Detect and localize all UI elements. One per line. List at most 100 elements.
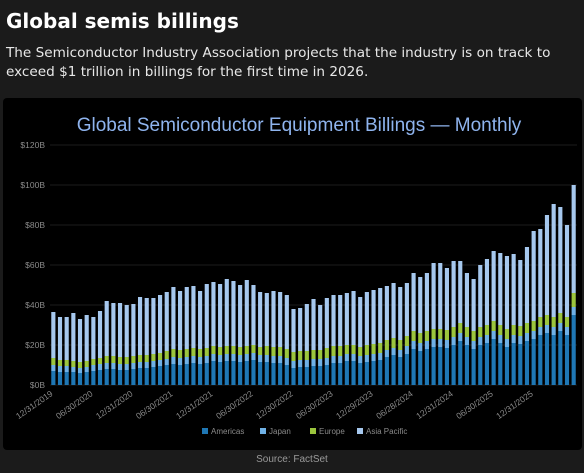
bar-asia-pacific	[531, 231, 536, 321]
legend-label: Asia Pacific	[366, 427, 407, 436]
x-tick-label: 12/31/2020	[94, 388, 135, 421]
bar-asia-pacific	[564, 225, 570, 317]
bar-japan	[511, 335, 516, 343]
bar-japan	[291, 361, 296, 368]
bar-europe	[244, 346, 249, 354]
bar-americas	[544, 333, 550, 385]
x-tick-label: 06/30/2025	[454, 388, 495, 421]
bar-europe	[331, 346, 336, 356]
bar-asia-pacific	[404, 283, 409, 336]
bar-japan	[104, 363, 109, 369]
bar-asia-pacific	[391, 283, 396, 338]
bar-asia-pacific	[491, 251, 496, 321]
bar-europe	[344, 345, 349, 354]
bar-asia-pacific	[278, 292, 283, 347]
bar-americas	[338, 363, 343, 385]
bar-asia-pacific	[571, 185, 576, 293]
bar-americas	[464, 345, 469, 385]
bar-europe	[558, 313, 563, 323]
y-axis: $0B $20B $40B $60B $80B $100B $120B	[20, 140, 45, 390]
bar-americas	[137, 368, 143, 385]
bar-americas	[351, 361, 356, 385]
bar-japan	[311, 359, 316, 366]
bar-japan	[438, 339, 443, 347]
source-note: Source: FactSet	[256, 454, 328, 465]
bar-europe	[198, 349, 203, 357]
bar-europe	[471, 331, 476, 341]
bar-japan	[57, 366, 63, 372]
bar-japan	[84, 367, 89, 372]
bar-americas	[84, 372, 89, 385]
bar-japan	[51, 365, 56, 371]
bar-japan	[491, 331, 496, 339]
bar-asia-pacific	[144, 298, 149, 355]
bar-americas	[111, 369, 116, 385]
bar-americas	[431, 347, 436, 385]
bar-asia-pacific	[158, 295, 163, 353]
x-tick-label: 12/31/2019	[14, 388, 55, 421]
bar-asia-pacific	[458, 261, 463, 323]
bar-americas	[291, 368, 296, 385]
bar-japan	[231, 354, 236, 361]
legend-label: Europe	[319, 427, 345, 436]
bar-japan	[64, 366, 69, 372]
bar-europe	[511, 325, 516, 335]
bar-europe	[298, 351, 303, 360]
bar-japan	[137, 362, 143, 368]
bar-asia-pacific	[238, 285, 243, 347]
bar-europe	[264, 346, 269, 355]
y-tick-label: $100B	[20, 180, 45, 190]
bar-asia-pacific	[331, 295, 336, 346]
bar-japan	[91, 365, 96, 371]
bar-europe	[218, 347, 223, 355]
bar-europe	[438, 329, 443, 339]
x-tick-label: 06/30/2020	[54, 388, 95, 421]
y-tick-label: $20B	[25, 340, 45, 350]
bar-americas	[471, 349, 476, 385]
bar-americas	[64, 372, 69, 385]
bar-americas	[404, 354, 409, 385]
bar-asia-pacific	[451, 261, 456, 327]
bar-europe	[131, 356, 136, 363]
y-tick-label: $80B	[25, 220, 45, 230]
bar-asia-pacific	[271, 291, 276, 347]
bar-japan	[498, 335, 503, 343]
bar-europe	[484, 325, 490, 335]
bar-japan	[464, 337, 469, 345]
bar-japan	[331, 356, 336, 363]
bar-europe	[71, 361, 76, 367]
bar-japan	[244, 354, 249, 361]
bar-europe	[278, 347, 283, 356]
bar-americas	[124, 370, 129, 385]
bar-europe	[117, 357, 123, 364]
bar-americas	[451, 345, 456, 385]
chart-title: Global Semiconductor Equipment Billings …	[77, 115, 522, 136]
bar-japan	[117, 364, 123, 370]
bar-asia-pacific	[538, 229, 543, 317]
bar-japan	[471, 341, 476, 349]
x-tick-label: 12/31/2025	[494, 388, 535, 421]
bar-europe	[91, 359, 96, 365]
bar-europe	[164, 351, 169, 359]
bar-europe	[551, 317, 556, 327]
bar-europe	[284, 349, 289, 358]
bar-europe	[311, 350, 316, 359]
bar-japan	[524, 333, 530, 341]
bar-asia-pacific	[211, 282, 216, 346]
bar-europe	[324, 348, 329, 358]
bar-japan	[158, 360, 163, 366]
bar-asia-pacific	[84, 315, 89, 361]
bar-europe	[271, 347, 276, 356]
bar-europe	[384, 340, 389, 350]
x-tick-label: 06/30/2022	[214, 388, 255, 421]
bar-asia-pacific	[351, 291, 356, 345]
bar-europe	[444, 330, 449, 340]
bar-europe	[51, 358, 56, 365]
bar-asia-pacific	[164, 292, 169, 351]
y-tick-label: $60B	[25, 260, 45, 270]
bar-americas	[311, 366, 316, 385]
bar-europe	[304, 351, 309, 360]
bar-asia-pacific	[117, 303, 123, 357]
page-subtitle: The Semiconductor Industry Association p…	[6, 45, 551, 80]
bar-europe	[404, 336, 409, 346]
